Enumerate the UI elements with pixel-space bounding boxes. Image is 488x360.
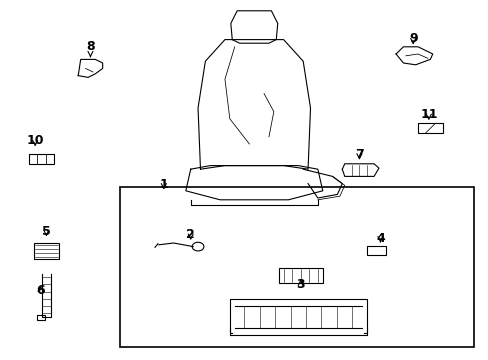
Bar [366,246,386,255]
Text: 1: 1 [159,178,168,191]
Text: 8: 8 [86,40,95,57]
Text: 2: 2 [186,228,195,241]
Text: 9: 9 [408,32,417,45]
Text: 7: 7 [354,148,363,161]
Bar [417,123,442,133]
Bar [278,268,322,283]
Bar [29,154,54,164]
Text: 4: 4 [375,232,384,245]
Text: 11: 11 [419,108,437,121]
Bar [34,243,59,259]
Text: 10: 10 [26,134,44,147]
Text: 3: 3 [296,278,305,291]
Bar [120,187,473,347]
Text: 6: 6 [36,284,45,297]
Bar [37,315,45,320]
Text: 5: 5 [42,225,51,238]
